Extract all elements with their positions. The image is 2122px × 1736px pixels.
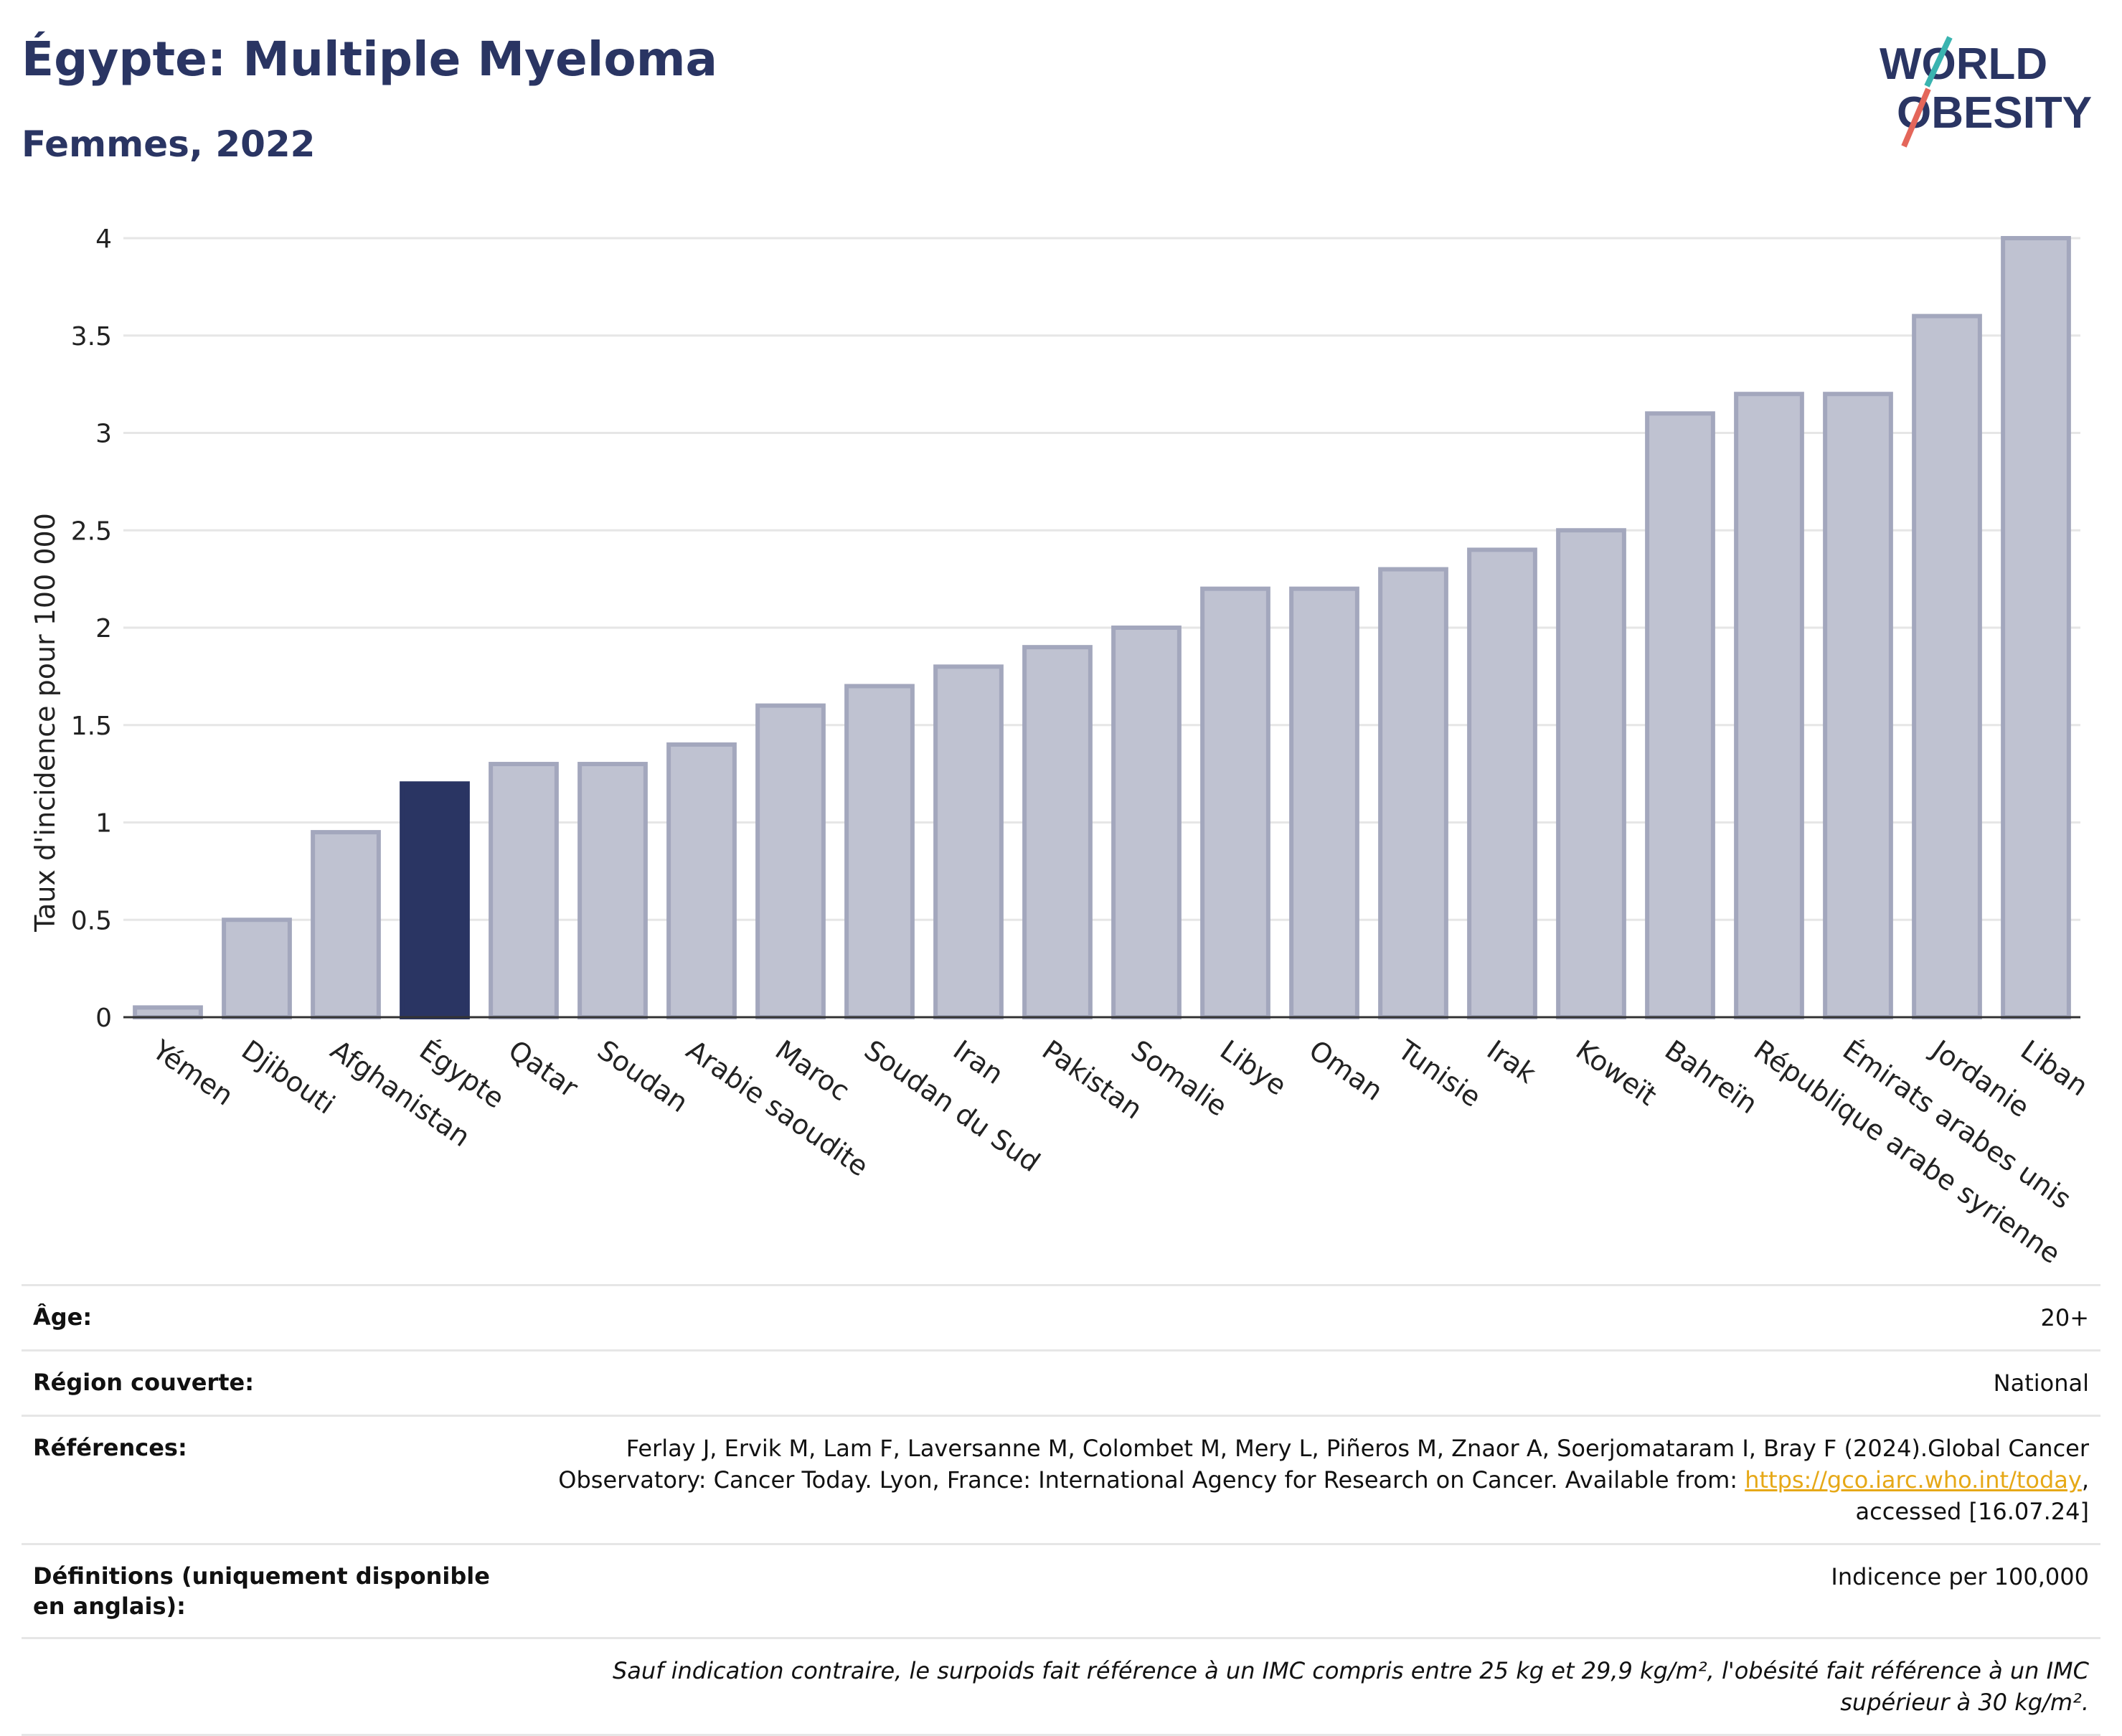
- bar[interactable]: [1111, 626, 1182, 1019]
- logo-line-1: WORLD: [1880, 39, 2047, 89]
- y-tick-label: 0.5: [71, 906, 112, 935]
- bar[interactable]: [1556, 528, 1626, 1019]
- region-value: National: [1993, 1369, 2089, 1397]
- meta-row-age: Âge: 20+: [22, 1284, 2100, 1349]
- y-tick-label: 0: [95, 1004, 112, 1033]
- references-value: Ferlay J, Ervik M, Lam F, Laversanne M, …: [525, 1433, 2089, 1527]
- bar[interactable]: [489, 762, 559, 1020]
- y-tick-label: 2: [95, 614, 112, 643]
- page-title: Égypte: Multiple Myeloma: [22, 32, 718, 87]
- meta-row-definitions: Définitions (uniquement disponible en an…: [22, 1543, 2100, 1637]
- references-accessed: , accessed [16.07.24]: [1855, 1466, 2089, 1525]
- page-subtitle: Femmes, 2022: [22, 123, 316, 165]
- y-axis-label: Taux d'incidence pour 100 000: [29, 513, 61, 933]
- meta-row-note: Sauf indication contraire, le surpoids f…: [22, 1637, 2100, 1736]
- x-tick-label: Djibouti: [236, 1034, 341, 1121]
- bar[interactable]: [222, 917, 292, 1019]
- x-tick-label: Pakistan: [1037, 1034, 1149, 1125]
- x-tick-label: Iran: [948, 1034, 1009, 1090]
- logo-line-2: OBESITY: [1897, 88, 2092, 138]
- x-tick-label: Oman: [1303, 1034, 1389, 1107]
- bar[interactable]: [844, 684, 915, 1019]
- y-tick-label: 3.5: [71, 322, 112, 352]
- x-tick-label: Tunisie: [1392, 1034, 1486, 1113]
- logo-slash-red: [1901, 88, 1931, 148]
- references-label: Références:: [33, 1434, 187, 1461]
- bar[interactable]: [933, 664, 1004, 1019]
- y-tick-label: 3: [95, 420, 112, 449]
- references-text: Ferlay J, Ervik M, Lam F, Laversanne M, …: [558, 1435, 2089, 1494]
- x-tick-label: Yémen: [146, 1034, 239, 1112]
- definitions-value: Indicence per 100,000: [1831, 1563, 2089, 1590]
- bar[interactable]: [400, 781, 470, 1019]
- age-value: 20+: [2040, 1304, 2089, 1331]
- y-tick-label: 4: [95, 225, 112, 254]
- bar[interactable]: [1823, 392, 1893, 1019]
- x-tick-label: Soudan: [592, 1034, 694, 1118]
- references-link[interactable]: https://gco.iarc.who.int/today: [1745, 1466, 2082, 1494]
- bars: [133, 236, 2071, 1020]
- bar[interactable]: [1645, 411, 1715, 1019]
- bar[interactable]: [755, 703, 826, 1019]
- x-tick-label: Irak: [1481, 1034, 1542, 1089]
- bar[interactable]: [311, 830, 381, 1019]
- bar[interactable]: [133, 1005, 203, 1020]
- definitions-label: Définitions (uniquement disponible en an…: [33, 1562, 490, 1620]
- age-label: Âge:: [33, 1303, 93, 1331]
- bar[interactable]: [1467, 547, 1537, 1019]
- bar[interactable]: [1289, 586, 1359, 1019]
- meta-row-references: Références: Ferlay J, Ervik M, Lam F, La…: [22, 1415, 2100, 1543]
- bar[interactable]: [1378, 567, 1448, 1019]
- bar[interactable]: [577, 762, 648, 1020]
- y-tick-label: 2.5: [71, 516, 112, 546]
- logo-slash-teal: [1924, 36, 1953, 88]
- y-tick-label: 1.5: [71, 712, 112, 741]
- bar[interactable]: [1200, 586, 1270, 1019]
- x-tick-label: Bahreïn: [1659, 1034, 1763, 1120]
- x-tick-label: Qatar: [503, 1034, 584, 1104]
- bar[interactable]: [1912, 313, 1982, 1020]
- meta-row-region: Région couverte: National: [22, 1349, 2100, 1415]
- world-obesity-logo: WORLD OBESITY: [1880, 36, 2092, 148]
- footnote: Sauf indication contraire, le surpoids f…: [612, 1657, 2089, 1716]
- region-label: Région couverte:: [33, 1369, 254, 1396]
- y-tick-label: 1: [95, 809, 112, 839]
- x-tick-label: Somalie: [1126, 1034, 1233, 1122]
- bar[interactable]: [2001, 236, 2071, 1019]
- x-tick-label: Koweït: [1570, 1034, 1663, 1111]
- metadata-table: Âge: 20+ Région couverte: National Référ…: [22, 1284, 2100, 1736]
- bar[interactable]: [666, 742, 737, 1020]
- bar-chart: 00.511.522.533.54YémenDjiboutiAfghanista…: [29, 225, 2094, 1263]
- bar[interactable]: [1022, 645, 1093, 1019]
- bar[interactable]: [1734, 392, 1804, 1019]
